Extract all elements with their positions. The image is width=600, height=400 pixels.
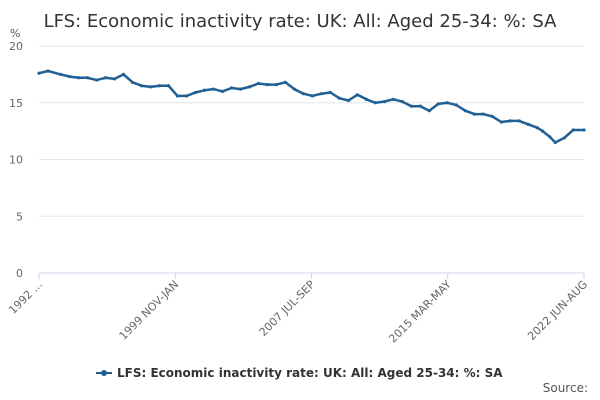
x-tick-label: 1999 NOV-JAN [117,278,182,343]
legend[interactable]: LFS: Economic inactivity rate: UK: All: … [96,366,503,380]
y-axis-ticks: 0 5 10 15 20 [9,40,23,280]
series-layer [37,69,586,145]
legend-series-marker-icon [101,370,107,376]
data-point[interactable] [526,122,530,126]
data-point[interactable] [582,128,586,132]
x-tick-label: 2022 JUN-AUG [525,278,590,343]
data-point[interactable] [103,76,108,80]
data-point[interactable] [166,84,171,88]
data-point[interactable] [220,89,225,93]
data-point[interactable] [265,82,270,87]
data-point[interactable] [274,82,279,87]
data-point[interactable] [418,104,422,108]
data-point[interactable] [355,93,359,97]
data-point[interactable] [46,69,50,73]
y-tick-label: 10 [9,154,23,167]
data-point[interactable] [382,100,386,104]
data-point[interactable] [202,88,207,92]
data-point[interactable] [517,119,521,123]
data-point[interactable] [301,92,306,96]
data-point[interactable] [121,72,126,76]
y-tick-label: 0 [16,267,23,280]
data-point[interactable] [373,101,377,105]
data-point[interactable] [76,76,81,80]
data-point[interactable] [310,94,314,98]
data-point[interactable] [535,126,539,130]
data-point[interactable] [548,135,552,139]
data-point[interactable] [139,84,144,88]
data-point[interactable] [94,78,99,82]
data-point[interactable] [292,87,297,91]
data-point[interactable] [37,71,41,75]
data-point[interactable] [463,109,467,113]
data-point[interactable] [337,96,341,100]
data-point[interactable] [481,112,485,116]
data-point[interactable] [346,98,350,103]
data-point[interactable] [454,103,458,107]
chart-title: LFS: Economic inactivity rate: UK: All: … [44,11,558,32]
series-line [38,69,584,144]
data-point[interactable] [283,80,288,84]
gridlines [39,45,584,274]
data-point[interactable] [211,87,216,91]
data-point[interactable] [247,85,252,89]
data-point[interactable] [193,90,198,95]
x-tick-label: 1992 ... [6,278,45,317]
data-point[interactable] [499,120,503,124]
data-point[interactable] [67,75,72,79]
data-point[interactable] [229,86,234,90]
data-point[interactable] [130,80,135,84]
data-point[interactable] [112,77,117,81]
data-point[interactable] [445,101,449,105]
data-point[interactable] [553,140,557,145]
data-point[interactable] [175,94,180,98]
data-point[interactable] [490,114,494,118]
data-point[interactable] [409,104,413,108]
y-tick-label: 5 [16,210,23,223]
data-point[interactable] [328,90,332,95]
x-tick-label: 2007 JUL-SEP [257,278,318,339]
y-tick-label: 15 [9,97,23,110]
data-point[interactable] [85,76,90,80]
x-tick-label: 2015 MAR-MAY [386,278,454,346]
data-point[interactable] [184,94,189,98]
data-point[interactable] [238,87,243,91]
data-point[interactable] [157,84,162,88]
data-point[interactable] [571,128,575,132]
legend-series-label: LFS: Economic inactivity rate: UK: All: … [117,366,503,380]
data-point[interactable] [391,97,395,101]
data-point[interactable] [58,72,63,76]
data-point[interactable] [364,97,368,101]
data-point[interactable] [508,119,512,123]
data-point[interactable] [256,81,261,86]
data-point[interactable] [148,85,153,89]
data-point[interactable] [562,136,566,140]
data-point[interactable] [436,102,440,106]
data-point[interactable] [541,129,545,133]
source-label: Source: [543,381,588,395]
data-point[interactable] [319,92,323,96]
data-point[interactable] [427,109,431,113]
y-axis-unit-label: % [10,27,20,40]
y-tick-label: 20 [9,40,23,53]
x-axis-ticks: 1992 ... 1999 NOV-JAN 2007 JUL-SEP 2015 MAR… [6,273,590,346]
data-point[interactable] [400,100,404,104]
data-point[interactable] [472,112,476,116]
